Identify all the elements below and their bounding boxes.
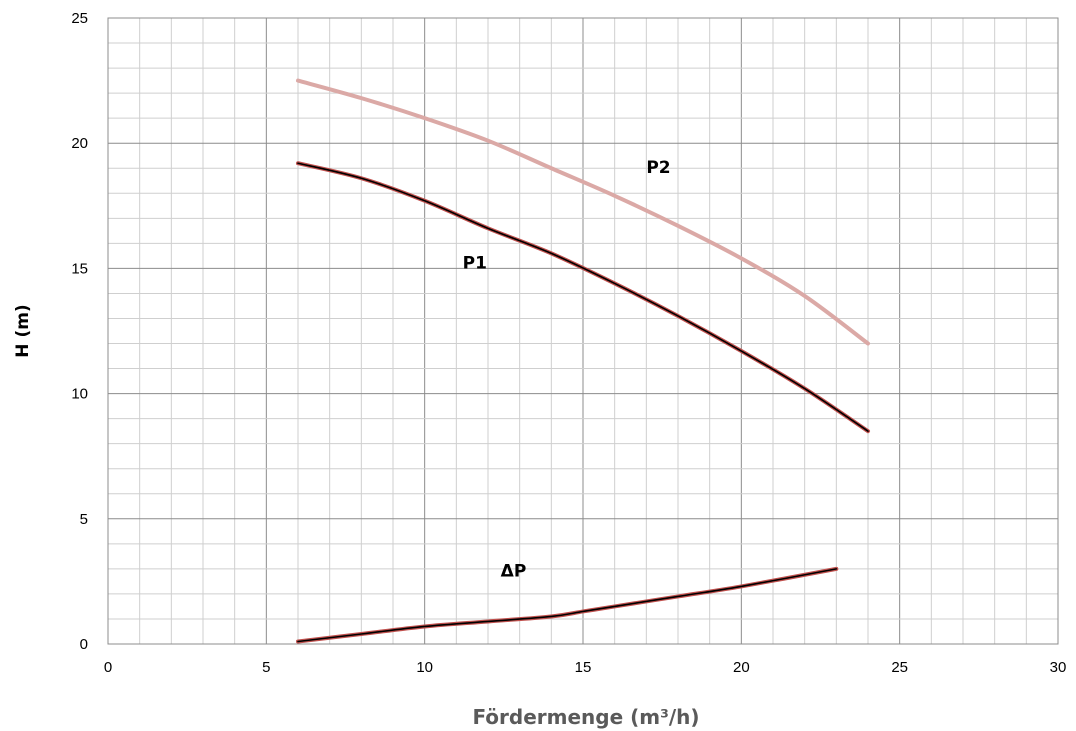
y-axis-label: H (m) (13, 304, 33, 357)
tick-labels: 0 5 10 15 20 25 30 0 5 10 15 20 25 (71, 10, 1066, 676)
y-tick-label: 20 (71, 135, 88, 152)
series-line-dp-overlay (297, 568, 838, 643)
x-tick-label: 25 (891, 659, 908, 676)
curve-label-dp: ΔP (501, 561, 527, 581)
grid (107, 17, 1059, 645)
plot-area-border (107, 17, 1059, 645)
y-tick-label: 0 (80, 636, 88, 653)
y-tick-label: 25 (71, 10, 88, 27)
curve-label-p1: P1 (463, 253, 487, 273)
curve-label-p2: P2 (646, 158, 670, 178)
y-tick-label: 15 (71, 260, 88, 277)
x-axis-label: Fördermenge (m³/h) (472, 705, 699, 729)
series-line-p2 (296, 78, 870, 346)
x-tick-label: 0 (104, 659, 112, 676)
series-line-dp (296, 566, 839, 644)
series-group (296, 78, 870, 644)
x-tick-label: 10 (416, 659, 433, 676)
x-tick-label: 5 (262, 659, 270, 676)
series-line-p1-overlay (297, 162, 869, 432)
y-tick-label: 10 (71, 386, 88, 403)
curve-labels: P2 P1 ΔP (463, 158, 671, 581)
x-tick-label: 30 (1050, 659, 1067, 676)
y-tick-label: 5 (80, 511, 88, 528)
x-tick-label: 20 (733, 659, 750, 676)
x-tick-label: 15 (575, 659, 592, 676)
